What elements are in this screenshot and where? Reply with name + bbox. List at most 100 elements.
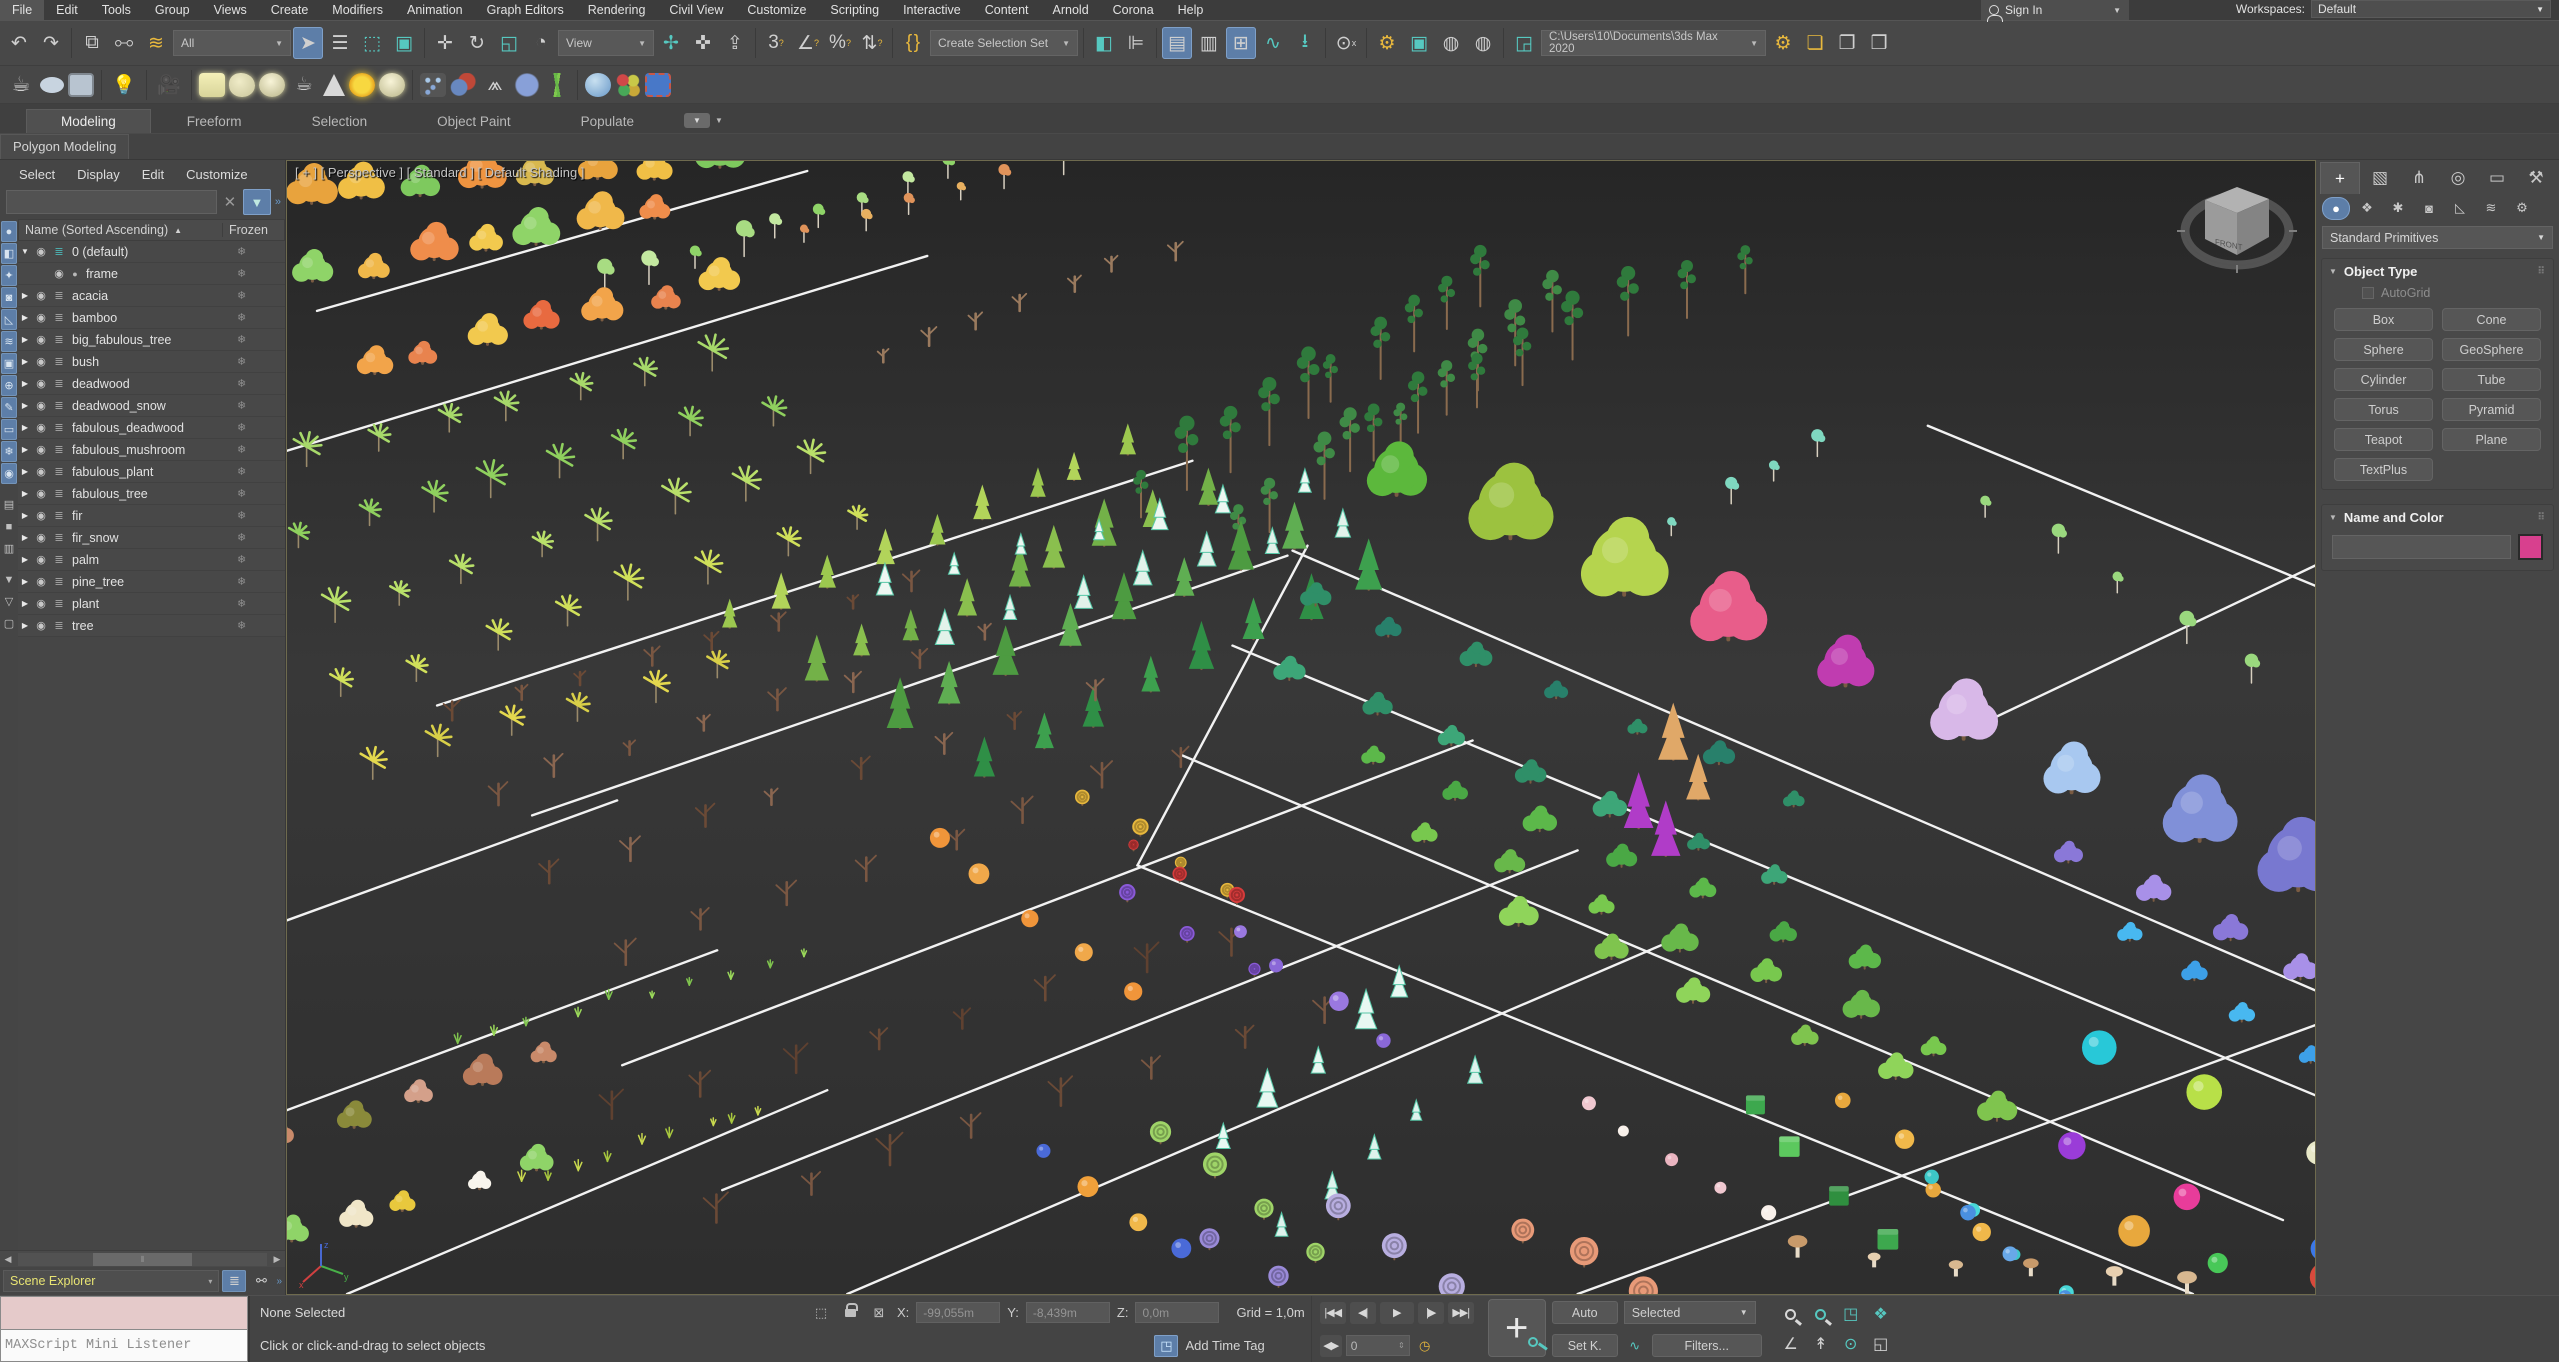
tab-modify-icon[interactable]: ▧ — [2371, 168, 2389, 187]
overflow-chevron-icon[interactable]: » — [274, 196, 281, 208]
frozen-toggle-icon[interactable]: ❄ — [237, 356, 247, 368]
tab-hierarchy-icon[interactable]: ⋔ — [2411, 168, 2427, 187]
zoom-extents-icon[interactable]: ◳ — [1843, 1306, 1859, 1323]
selection-lock-icon[interactable] — [839, 1302, 861, 1324]
scene-explorer-row[interactable]: ▶ ◉ ≣ pine_tree ❄ — [18, 571, 285, 593]
filter-cameras-icon[interactable]: ◙ — [1, 287, 17, 308]
snaps-toggle-icon[interactable]: 3? — [768, 32, 784, 53]
previous-frame-button[interactable]: ◀| — [1349, 1301, 1376, 1324]
ellipsoid-primitive-icon[interactable] — [379, 72, 405, 97]
isolate-selection-icon[interactable]: ⬚ — [814, 1304, 828, 1320]
geometry-category-dropdown[interactable]: Standard Primitives ▼ — [2322, 226, 2553, 249]
category-systems-icon[interactable]: ⚙ — [2516, 200, 2528, 215]
light-icon[interactable]: 💡 — [112, 74, 136, 96]
menu-interactive[interactable]: Interactive — [903, 3, 961, 17]
frozen-toggle-icon[interactable]: ❄ — [237, 466, 247, 478]
object-type-rollout-header[interactable]: ▼ Object Type ⠿ — [2329, 264, 2546, 279]
row-label[interactable]: pine_tree — [72, 574, 125, 589]
camera-icon[interactable]: 🎥 — [157, 74, 181, 96]
scene-explorer-row[interactable]: ▶ ◉ ≣ fabulous_tree ❄ — [18, 483, 285, 505]
create-cylinder-button[interactable]: Cylinder — [2334, 368, 2433, 391]
expand-arrow-icon[interactable]: ▶ — [21, 313, 29, 322]
expand-arrow-icon[interactable]: ▶ — [21, 621, 29, 630]
flower-puff-icon[interactable] — [514, 72, 540, 97]
container-icon[interactable]: ▢ — [3, 618, 15, 630]
selection-filter-dropdown[interactable]: All ▼ — [173, 30, 291, 56]
menu-animation[interactable]: Animation — [407, 3, 463, 17]
grass-icon[interactable] — [544, 72, 570, 97]
filter-containers-icon[interactable]: ▭ — [1, 419, 17, 440]
scene-explorer-row[interactable]: ▶ ◉ ≣ bush ❄ — [18, 351, 285, 373]
frozen-toggle-icon[interactable]: ❄ — [237, 598, 247, 610]
project-folder-dropdown[interactable]: C:\Users\10\Documents\3ds Max 2020 ▼ — [1541, 30, 1766, 56]
create-teapot-button[interactable]: Teapot — [2334, 428, 2433, 451]
layer-mode-icon[interactable]: ≣ — [222, 1270, 247, 1292]
filter-groups-icon[interactable]: ▣ — [1, 353, 17, 374]
row-label[interactable]: 0 (default) — [72, 244, 129, 259]
z-coordinate-field[interactable]: 0,0m — [1135, 1302, 1220, 1323]
scene-explorer-row[interactable]: ▼ ◉ ≣ 0 (default) ❄ — [18, 241, 285, 263]
create-sphere-button[interactable]: Sphere — [2334, 338, 2433, 361]
create-box-button[interactable]: Box — [2334, 308, 2433, 331]
render-production-icon[interactable]: ◍ — [1442, 32, 1460, 54]
scroll-options-icon[interactable]: ❒ — [1870, 32, 1888, 54]
scene-explorer-row[interactable]: ▶ ◉ ≣ deadwood_snow ❄ — [18, 395, 285, 417]
filter-bones-icon[interactable]: ✎ — [1, 397, 17, 418]
create-cone-button[interactable]: Cone — [2442, 308, 2541, 331]
ribbon-tab-object-paint[interactable]: Object Paint — [437, 114, 511, 129]
field-of-view-icon[interactable]: ∠ — [1783, 1336, 1798, 1353]
frozen-toggle-icon[interactable]: ❄ — [237, 290, 247, 302]
menu-arnold[interactable]: Arnold — [1052, 3, 1089, 17]
scene-explorer-row[interactable]: ▶ ◉ ≣ fabulous_deadwood ❄ — [18, 417, 285, 439]
menu-help[interactable]: Help — [1177, 3, 1204, 17]
expand-arrow-icon[interactable]: ▶ — [21, 335, 29, 344]
expand-arrow-icon[interactable]: ▼ — [21, 247, 29, 256]
select-by-name-icon[interactable]: ☰ — [331, 32, 349, 54]
row-label[interactable]: fabulous_deadwood — [72, 420, 184, 435]
scene-explorer-row[interactable]: ▶ ◉ ≣ big_fabulous_tree ❄ — [18, 329, 285, 351]
expand-arrow-icon[interactable]: ▶ — [21, 533, 29, 542]
percent-snap-icon[interactable]: %? — [829, 32, 851, 53]
box-primitive-icon[interactable] — [199, 72, 225, 97]
filter-helpers-icon[interactable]: ◺ — [1, 309, 17, 330]
render-iterative-icon[interactable]: ◍ — [1474, 32, 1492, 54]
frozen-toggle-icon[interactable]: ❄ — [237, 378, 247, 390]
scene-explorer-row[interactable]: ▶ ◉ ≣ fabulous_plant ❄ — [18, 461, 285, 483]
absolute-mode-icon[interactable]: ⊠ — [873, 1304, 885, 1320]
frozen-toggle-icon[interactable]: ❄ — [237, 312, 247, 324]
keyboard-shortcut-override-icon[interactable]: ⇪ — [727, 32, 743, 54]
frozen-toggle-icon[interactable]: ❄ — [237, 554, 247, 566]
viewport-label[interactable]: [ + ] [ Perspective ] [ Standard ] [ Def… — [295, 165, 585, 180]
row-label[interactable]: fabulous_plant — [72, 464, 154, 479]
viewcube[interactable]: FRONT — [2171, 169, 2303, 281]
visibility-eye-icon[interactable]: ◉ — [36, 422, 46, 434]
ribbon-tab-selection[interactable]: Selection — [311, 114, 368, 129]
frozen-column-header[interactable]: Frozen — [222, 223, 284, 237]
schematic-view-icon[interactable]: ⭳ — [1301, 31, 1309, 52]
frozen-toggle-icon[interactable]: ❄ — [237, 444, 247, 456]
expand-arrow-icon[interactable]: ▶ — [21, 599, 29, 608]
scene-explorer-row[interactable]: ▶ ◉ ≣ palm ❄ — [18, 549, 285, 571]
detail-view-icon[interactable]: ▥ — [3, 543, 15, 555]
menu-scripting[interactable]: Scripting — [830, 3, 880, 17]
category-cameras-icon[interactable]: ◙ — [2425, 200, 2433, 216]
undo-icon[interactable]: ↶ — [11, 32, 27, 54]
expand-arrow-icon[interactable]: ▶ — [21, 555, 29, 564]
zoom-all-icon[interactable] — [1806, 1299, 1836, 1329]
balloon-sphere-icon[interactable] — [585, 72, 611, 97]
maxscript-input-row[interactable]: MAXScript Mini Listener — [0, 1329, 248, 1362]
select-and-rotate-icon[interactable]: ↻ — [469, 32, 485, 54]
mirror-icon[interactable]: ◧ — [1095, 32, 1113, 54]
expand-arrow-icon[interactable]: ▶ — [21, 467, 29, 476]
toggle-ribbon-icon[interactable]: ⊞ — [1226, 27, 1256, 59]
current-frame-field[interactable]: 0 ⇕ — [1345, 1335, 1410, 1356]
visibility-eye-icon[interactable]: ◉ — [36, 334, 46, 346]
framed-object-icon[interactable] — [645, 72, 671, 97]
expand-arrow-icon[interactable]: ▶ — [21, 511, 29, 520]
visibility-eye-icon[interactable]: ◉ — [36, 356, 46, 368]
expand-arrow-icon[interactable]: ▶ — [21, 357, 29, 366]
visibility-eye-icon[interactable]: ◉ — [36, 400, 46, 412]
row-label[interactable]: tree — [72, 618, 94, 633]
explorer-menu-customize[interactable]: Customize — [186, 167, 248, 182]
create-geosphere-button[interactable]: GeoSphere — [2442, 338, 2541, 361]
